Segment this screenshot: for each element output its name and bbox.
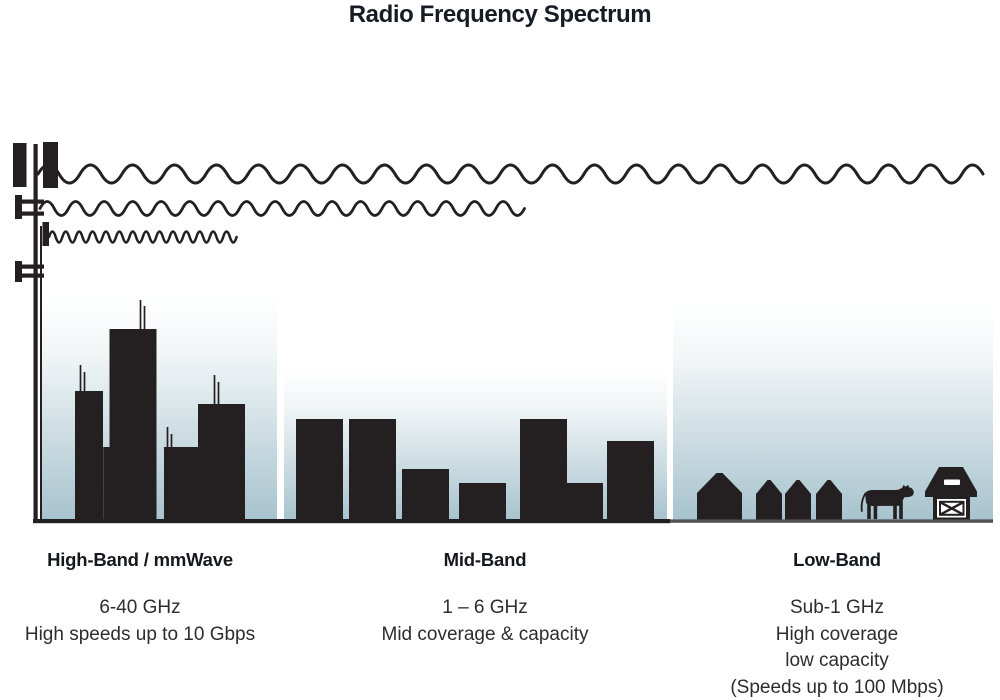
building	[349, 419, 396, 520]
building	[567, 483, 603, 520]
skyscraper	[198, 404, 245, 520]
house-icon	[697, 473, 742, 520]
building	[520, 419, 567, 520]
building	[402, 469, 449, 520]
cow-icon	[860, 484, 914, 519]
building	[296, 419, 343, 520]
building	[459, 483, 506, 520]
rooftop-antennas	[79, 300, 220, 448]
barn-door-crossbuck	[940, 501, 964, 516]
rural-houses-icon	[697, 473, 842, 520]
mid-band-label: Mid-Band 1 – 6 GHz Mid coverage & capaci…	[365, 549, 605, 648]
band-description: High speeds up to 10 Gbps	[24, 623, 256, 645]
house-icon	[816, 480, 842, 520]
band-frequency-range: 1 – 6 GHz	[442, 597, 528, 618]
skyscraper	[103, 447, 110, 520]
barn-vent-slit	[944, 479, 960, 485]
band-heading: High-Band / mmWave	[47, 549, 233, 570]
mid-frequency-wave-icon	[38, 200, 526, 217]
band-description: low capacity	[785, 650, 889, 671]
ground-line-rural	[670, 519, 993, 523]
house-icon	[785, 480, 811, 520]
band-description: Mid coverage & capacity	[381, 623, 589, 645]
city-buildings-icon	[296, 419, 654, 520]
skyscraper	[109, 329, 157, 520]
band-frequency-range: 6-40 GHz	[99, 597, 181, 618]
building	[607, 441, 654, 520]
low-frequency-long-wave-icon	[36, 163, 985, 185]
cell-tower-icon	[13, 142, 58, 521]
band-description: High coverage	[775, 623, 899, 645]
skyscraper	[75, 391, 103, 520]
band-frequency-range: Sub-1 GHz	[790, 597, 884, 618]
city-skyscrapers-icon	[75, 300, 245, 520]
page-title: Radio Frequency Spectrum	[348, 1, 652, 28]
band-heading: Mid-Band	[443, 549, 527, 570]
ground-line	[33, 519, 670, 524]
band-heading: Low-Band	[793, 549, 881, 570]
barn-icon	[925, 467, 977, 520]
skyscraper	[164, 447, 198, 520]
high-band-label: High-Band / mmWave 6-40 GHz High speeds …	[20, 549, 260, 648]
band-description: (Speeds up to 100 Mbps)	[730, 676, 944, 698]
house-icon	[756, 480, 782, 520]
high-frequency-short-wave-icon	[47, 230, 238, 244]
low-band-label: Low-Band Sub-1 GHz High coverage low cap…	[712, 549, 962, 700]
